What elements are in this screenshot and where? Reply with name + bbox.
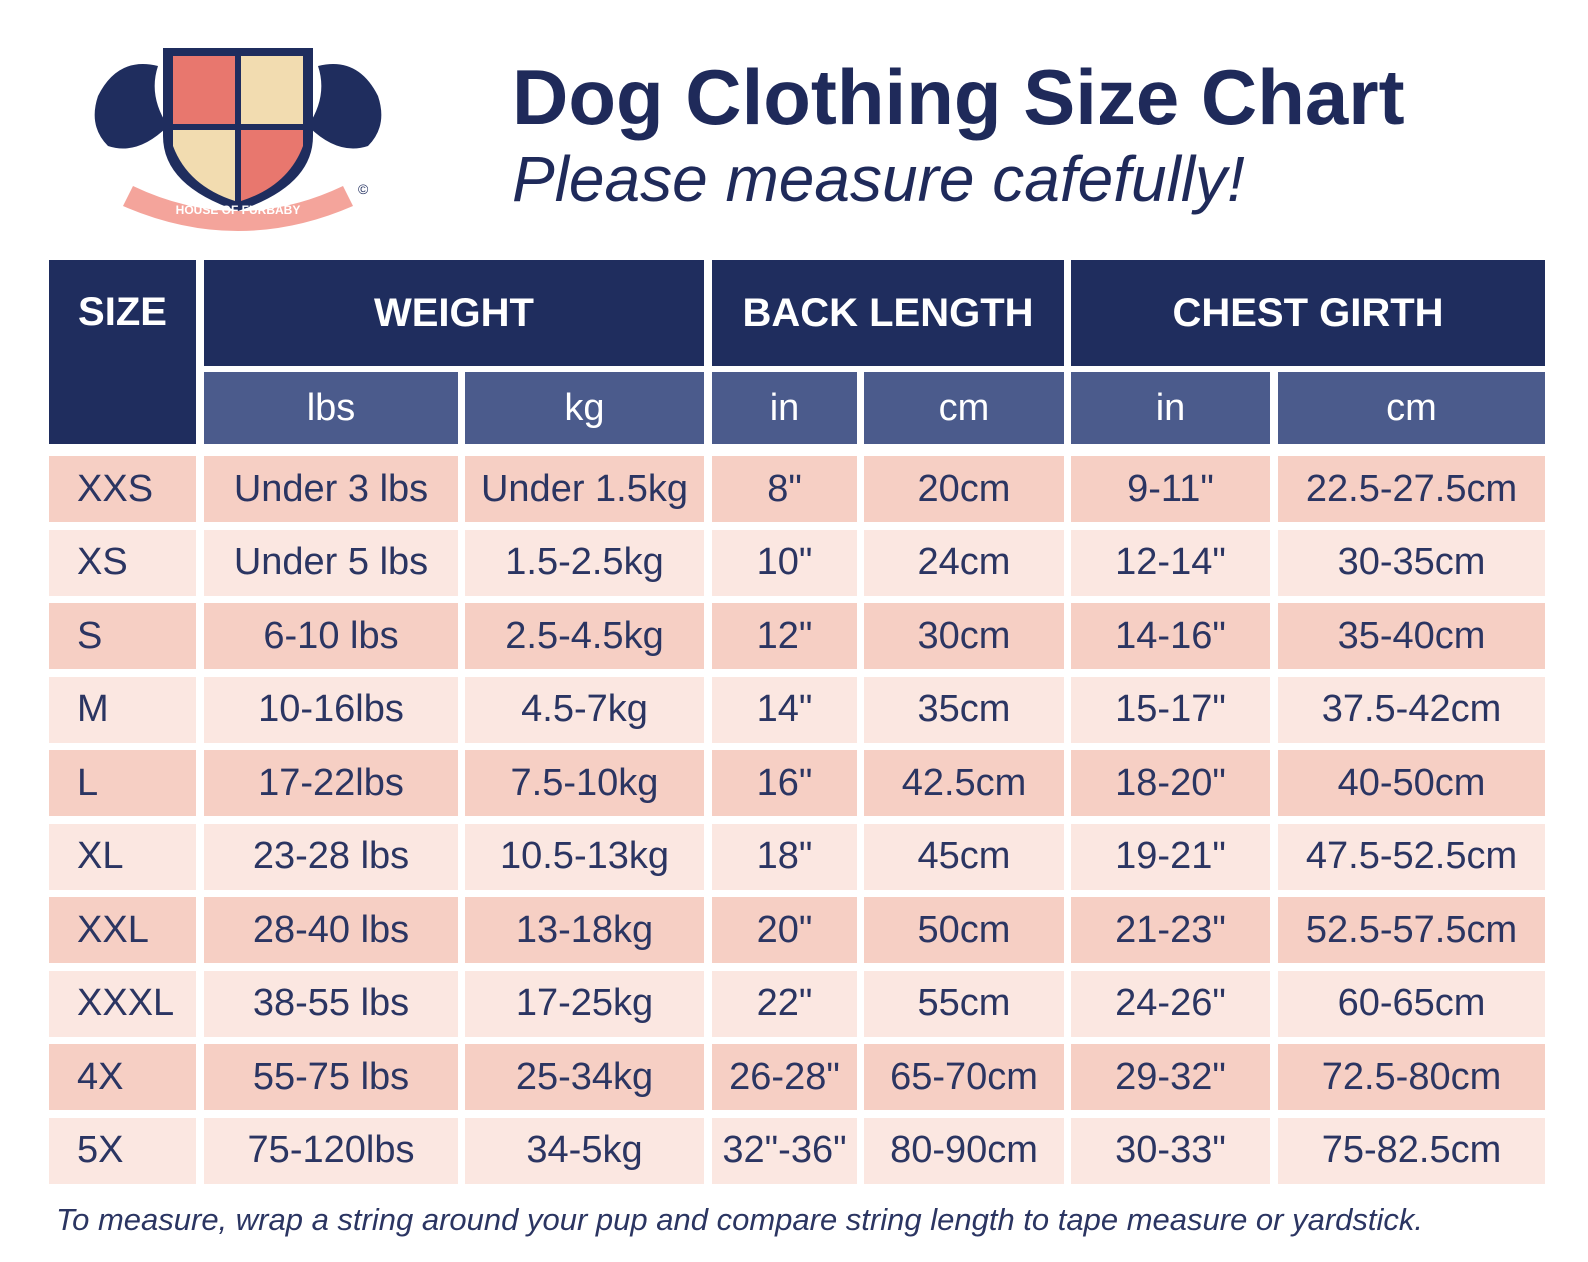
table-cell: 17-22lbs bbox=[204, 750, 458, 816]
table-cell: Under 3 lbs bbox=[204, 456, 458, 522]
group-header: CHEST GIRTH bbox=[1071, 260, 1545, 366]
unit-header: in bbox=[712, 372, 857, 444]
subtitle: Please measure cafefully! bbox=[512, 143, 1245, 215]
table-cell: 4X bbox=[49, 1044, 196, 1110]
table-cell: 47.5-52.5cm bbox=[1278, 823, 1545, 890]
table-cell: 24cm bbox=[864, 529, 1064, 596]
table-cell: 55-75 lbs bbox=[204, 1044, 458, 1110]
unit-header: cm bbox=[1278, 372, 1545, 444]
table-cell: 7.5-10kg bbox=[465, 750, 704, 816]
table-cell: 75-120lbs bbox=[204, 1117, 458, 1184]
table-cell: 55cm bbox=[864, 970, 1064, 1037]
table-cell: 12" bbox=[712, 603, 857, 669]
table-cell: 72.5-80cm bbox=[1278, 1044, 1545, 1110]
table-cell: Under 1.5kg bbox=[465, 456, 704, 522]
table-cell: 12-14" bbox=[1071, 529, 1270, 596]
table-cell: 20cm bbox=[864, 456, 1064, 522]
table-cell: 37.5-42cm bbox=[1278, 676, 1545, 743]
table-cell: L bbox=[49, 750, 196, 816]
table-cell: 24-26" bbox=[1071, 970, 1270, 1037]
table-cell: 18" bbox=[712, 823, 857, 890]
group-header: SIZE bbox=[49, 260, 196, 444]
table-cell: XXS bbox=[49, 456, 196, 522]
table-cell: 35cm bbox=[864, 676, 1064, 743]
table-cell: 20" bbox=[712, 897, 857, 963]
table-cell: 52.5-57.5cm bbox=[1278, 897, 1545, 963]
table-cell: 65-70cm bbox=[864, 1044, 1064, 1110]
logo: HOUSE OF FURBABY © bbox=[94, 48, 382, 231]
copyright: © bbox=[358, 181, 369, 197]
table-cell: 9-11" bbox=[1071, 456, 1270, 522]
table-cell: 21-23" bbox=[1071, 897, 1270, 963]
table-cell: 80-90cm bbox=[864, 1117, 1064, 1184]
table-cell: 17-25kg bbox=[465, 970, 704, 1037]
group-header: WEIGHT bbox=[204, 260, 704, 366]
table-cell: XXL bbox=[49, 897, 196, 963]
table-cell: 25-34kg bbox=[465, 1044, 704, 1110]
table-cell: 8" bbox=[712, 456, 857, 522]
table-cell: 34-5kg bbox=[465, 1117, 704, 1184]
table-cell: 2.5-4.5kg bbox=[465, 603, 704, 669]
unit-header: cm bbox=[864, 372, 1064, 444]
table-cell: M bbox=[49, 676, 196, 743]
table-cell: 30-35cm bbox=[1278, 529, 1545, 596]
table-cell: 10.5-13kg bbox=[465, 823, 704, 890]
table-cell: XS bbox=[49, 529, 196, 596]
group-header: BACK LENGTH bbox=[712, 260, 1064, 366]
table-cell: Under 5 lbs bbox=[204, 529, 458, 596]
table-cell: 50cm bbox=[864, 897, 1064, 963]
table-cell: 26-28" bbox=[712, 1044, 857, 1110]
table-cell: 14-16" bbox=[1071, 603, 1270, 669]
table-cell: 23-28 lbs bbox=[204, 823, 458, 890]
footer-note: To measure, wrap a string around your pu… bbox=[56, 1202, 1424, 1237]
table-cell: 14" bbox=[712, 676, 857, 743]
table-cell: 4.5-7kg bbox=[465, 676, 704, 743]
unit-header: in bbox=[1071, 372, 1270, 444]
table-cell: 10-16lbs bbox=[204, 676, 458, 743]
title: Dog Clothing Size Chart bbox=[512, 53, 1405, 141]
table-cell: 10" bbox=[712, 529, 857, 596]
table-cell: 13-18kg bbox=[465, 897, 704, 963]
table-cell: S bbox=[49, 603, 196, 669]
table-cell: 19-21" bbox=[1071, 823, 1270, 890]
table-cell: XXXL bbox=[49, 970, 196, 1037]
table-cell: XL bbox=[49, 823, 196, 890]
logo-text: HOUSE OF FURBABY bbox=[176, 203, 301, 217]
table-cell: 6-10 lbs bbox=[204, 603, 458, 669]
unit-header: lbs bbox=[204, 372, 458, 444]
table-cell: 40-50cm bbox=[1278, 750, 1545, 816]
table-cell: 29-32" bbox=[1071, 1044, 1270, 1110]
table-cell: 5X bbox=[49, 1117, 196, 1184]
table-cell: 15-17" bbox=[1071, 676, 1270, 743]
table-cell: 16" bbox=[712, 750, 857, 816]
table-cell: 75-82.5cm bbox=[1278, 1117, 1545, 1184]
table-cell: 22" bbox=[712, 970, 857, 1037]
table-cell: 28-40 lbs bbox=[204, 897, 458, 963]
table-cell: 35-40cm bbox=[1278, 603, 1545, 669]
table-cell: 30cm bbox=[864, 603, 1064, 669]
table-cell: 38-55 lbs bbox=[204, 970, 458, 1037]
table-cell: 22.5-27.5cm bbox=[1278, 456, 1545, 522]
table-cell: 60-65cm bbox=[1278, 970, 1545, 1037]
unit-header: kg bbox=[465, 372, 704, 444]
table-cell: 45cm bbox=[864, 823, 1064, 890]
table-cell: 1.5-2.5kg bbox=[465, 529, 704, 596]
table-cell: 42.5cm bbox=[864, 750, 1064, 816]
table-cell: 18-20" bbox=[1071, 750, 1270, 816]
table-cell: 32"-36" bbox=[712, 1117, 857, 1184]
table-cell: 30-33" bbox=[1071, 1117, 1270, 1184]
